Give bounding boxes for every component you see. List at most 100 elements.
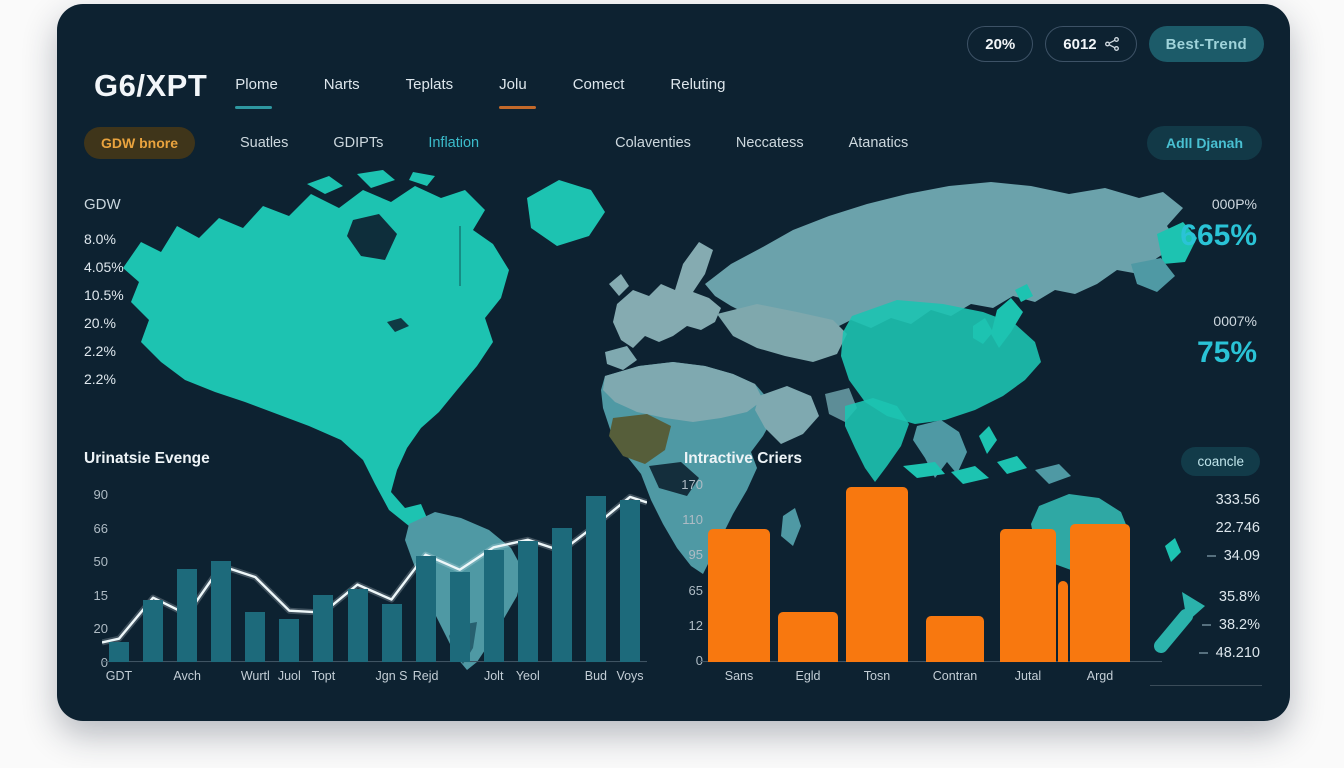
percent-pill-label: 20% xyxy=(985,35,1016,53)
nav-item-jolu[interactable]: Jolu xyxy=(499,76,536,109)
middle-chart-y-axis: 170 110 95 65 12 0 xyxy=(660,478,703,668)
metric-value: 22.746 xyxy=(1215,520,1260,536)
trend-up-arrow-icon xyxy=(1154,592,1205,653)
app-logo: G6/XPT xyxy=(94,68,208,103)
subnav-item-colaventies[interactable]: Colaventies xyxy=(615,135,691,151)
x-axis-label: Jutal xyxy=(1014,669,1042,683)
x-axis-label: Voys xyxy=(616,669,644,683)
x-axis-label: Rejd xyxy=(412,669,439,683)
x-axis-label: Argd xyxy=(1086,669,1114,683)
nav-item-plome[interactable]: Plome xyxy=(235,76,278,109)
metric-value: 333.56 xyxy=(1215,492,1260,508)
middle-chart-x-axis: Sans Egld Tosn Contran Jutal Argd xyxy=(700,669,1162,685)
y-tick-label: 0 xyxy=(100,655,108,670)
right-stat-label: 000P% xyxy=(1211,196,1257,212)
tick-dash xyxy=(1198,652,1208,655)
chart-bar xyxy=(245,611,266,662)
x-axis-label: Sans xyxy=(724,669,754,683)
stat-value: 8.0% xyxy=(84,231,116,247)
stat-value: 20.% xyxy=(84,315,116,331)
main-nav: Plome Narts Teplats Jolu Comect Reluting xyxy=(235,75,726,109)
chart-bar xyxy=(708,529,770,662)
chart-bar xyxy=(381,604,402,662)
metric-percent: 35.8% xyxy=(1218,589,1260,605)
share-icon xyxy=(1104,37,1119,51)
percent-pill[interactable]: 20% xyxy=(967,26,1034,62)
best-trend-button[interactable]: Best-Trend xyxy=(1148,26,1264,62)
right-column: coancle 333.56 22.746 34.09 35.8% 38.2% … xyxy=(1100,447,1260,673)
chart-bar xyxy=(177,568,198,662)
x-axis-label: Egld xyxy=(795,669,821,683)
y-tick-label: 12 xyxy=(688,617,703,633)
adll-djanah-button[interactable]: Adll Djanah xyxy=(1146,126,1262,160)
middle-chart-title: Intractive Criers xyxy=(684,450,803,467)
chart-bar xyxy=(143,600,164,662)
chart-bar xyxy=(1000,529,1056,662)
left-stats-title: GDW xyxy=(84,196,121,213)
right-stat-value: 665% xyxy=(1180,219,1257,252)
count-pill[interactable]: 6012 xyxy=(1045,26,1137,62)
metric-percent: 48.210 xyxy=(1100,645,1260,662)
chart-bar xyxy=(415,555,436,662)
subnav-item-atanatics[interactable]: Atanatics xyxy=(848,135,909,151)
topbar-right: 20% 6012 Best-Trend xyxy=(967,26,1264,62)
y-tick-label: 110 xyxy=(682,512,703,528)
x-axis-label: Yeol xyxy=(515,669,540,683)
metric-value: 34.09 xyxy=(1100,548,1260,565)
tick-dash xyxy=(1206,555,1216,558)
chart-bar xyxy=(279,619,300,662)
right-stats: 000P% 665% 0007% 75% xyxy=(1180,196,1257,370)
subnav-item-inflation[interactable]: Inflation xyxy=(428,135,480,151)
nav-item-comect[interactable]: Comect xyxy=(572,75,625,93)
x-axis-label: Tosn xyxy=(863,669,891,683)
x-axis-label: Avch xyxy=(173,669,201,683)
x-axis-label: Jgn S xyxy=(375,669,408,683)
y-tick-label: 170 xyxy=(681,477,703,492)
y-tick-label: 95 xyxy=(688,547,703,563)
chart-bar xyxy=(846,487,908,662)
chart-bar xyxy=(483,550,504,662)
metric-percent: 38.2% xyxy=(1100,617,1260,634)
subnav-item-neccatess[interactable]: Neccatess xyxy=(735,135,804,151)
tick-dash xyxy=(1201,624,1211,627)
chart-bar xyxy=(1058,580,1068,662)
left-chart-x-axis: GDT Avch Wurtl Juol Topt Jgn S Rejd Jolt Yeol Bud… xyxy=(102,669,647,685)
chart-bar xyxy=(109,641,129,662)
x-axis-label: Wurtl xyxy=(240,669,270,683)
dashboard-panel: G6/XPT Plome Narts Teplats Jolu Comect R… xyxy=(57,4,1290,721)
y-tick-label: 65 xyxy=(688,582,703,598)
chart-bar xyxy=(211,561,232,662)
nav-item-narts[interactable]: Narts xyxy=(323,75,360,93)
chart-bar xyxy=(347,589,368,662)
left-chart-plot xyxy=(102,493,647,663)
subnav-item-suatles[interactable]: Suatles xyxy=(240,135,289,151)
topbar: G6/XPT Plome Narts Teplats Jolu Comect R… xyxy=(94,68,726,109)
x-axis-label: Jolt xyxy=(483,669,504,683)
x-axis-label: GDT xyxy=(105,669,133,683)
x-axis-label: Contran xyxy=(932,669,978,683)
stat-value: 2.2% xyxy=(84,343,116,359)
stat-value: 2.2% xyxy=(84,371,116,387)
chart-bar xyxy=(449,572,470,662)
chart-bar xyxy=(551,527,572,662)
chart-bar xyxy=(1070,524,1130,662)
stat-value: 10.5% xyxy=(84,287,124,303)
right-stat-value: 75% xyxy=(1196,336,1257,369)
chart-bar xyxy=(620,499,640,662)
chart-bar xyxy=(778,612,838,662)
coancle-button[interactable]: coancle xyxy=(1181,447,1260,476)
chart-bar xyxy=(926,616,984,662)
left-stats: GDW 8.0% 4.05% 10.5% 20.% 2.2% 2.2% xyxy=(84,196,124,399)
divider-line xyxy=(1150,685,1262,686)
nav-item-reluting[interactable]: Reluting xyxy=(670,75,726,93)
nav-item-teplats[interactable]: Teplats xyxy=(405,75,454,93)
x-axis-label: Bud xyxy=(584,669,608,683)
chart-bar xyxy=(313,594,334,662)
left-chart-title: Urinatsie Evenge xyxy=(84,450,210,467)
count-pill-label: 6012 xyxy=(1063,35,1097,53)
subnav-pill-gdw-bnore[interactable]: GDW bnore xyxy=(84,127,195,159)
subnav-item-gdipts[interactable]: GDIPTs xyxy=(333,135,384,151)
x-axis-label: Topt xyxy=(311,669,336,683)
right-stat-label: 0007% xyxy=(1213,313,1257,329)
chart-bar xyxy=(585,495,606,662)
